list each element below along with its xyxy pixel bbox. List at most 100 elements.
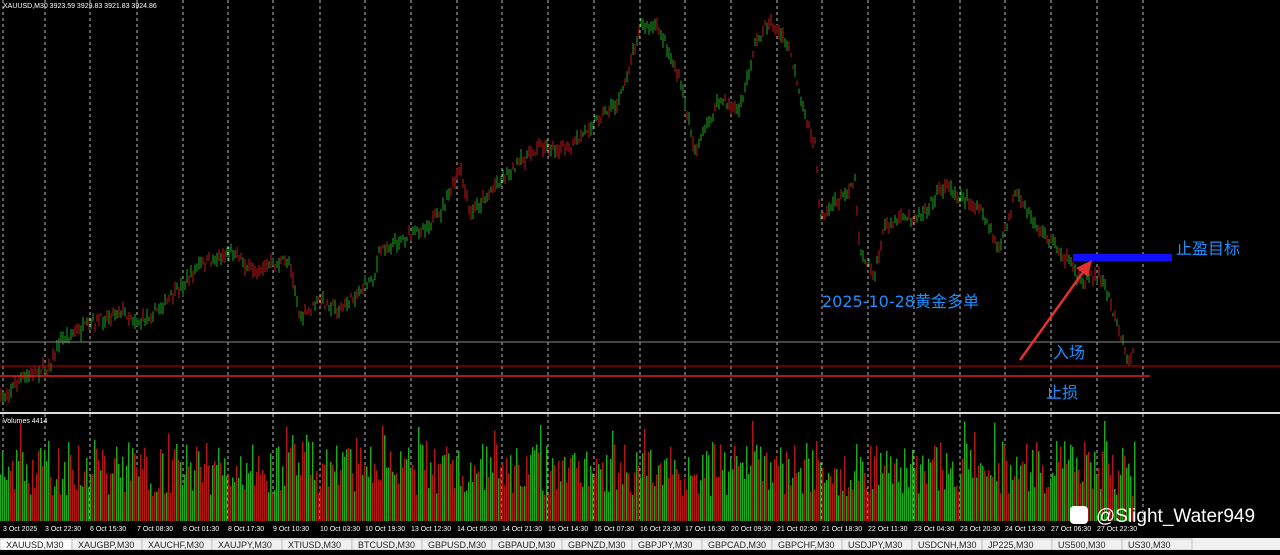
volume-bar — [686, 489, 688, 521]
price-candles — [0, 13, 1134, 404]
volume-bar — [286, 426, 288, 521]
volume-bar — [720, 444, 722, 521]
volume-bar — [326, 449, 328, 521]
volume-bar — [70, 454, 72, 521]
volume-bar — [816, 441, 818, 521]
volume-bar — [434, 448, 436, 521]
volume-bar — [842, 490, 844, 521]
time-label: 14 Oct 05:30 — [457, 526, 497, 533]
volume-bar — [42, 465, 44, 521]
volume-bar — [466, 490, 468, 521]
volume-bar — [150, 483, 152, 521]
volume-bar — [890, 456, 892, 521]
volume-bar — [762, 481, 764, 521]
volume-bar — [268, 492, 270, 521]
volume-bar — [578, 461, 580, 521]
volume-bar — [438, 463, 440, 521]
tab-label[interactable]: XAUCHF,M30 — [148, 540, 204, 550]
time-label: 9 Oct 10:30 — [273, 526, 309, 533]
volume-bar — [538, 452, 540, 521]
volume-bar — [772, 482, 774, 521]
volume-bar — [230, 485, 232, 521]
time-label: 17 Oct 16:30 — [685, 526, 725, 533]
volume-bar — [616, 489, 618, 521]
volume-bar — [918, 493, 920, 521]
tab-label[interactable]: GBPUSD,M30 — [428, 540, 486, 550]
volume-bar — [1090, 462, 1092, 521]
volume-bar — [146, 456, 148, 521]
watermark: @Slight_Water949 — [1096, 506, 1255, 527]
volume-bar — [912, 449, 914, 521]
volume-bar — [814, 489, 816, 521]
volume-bar — [262, 469, 264, 521]
volume-bar — [1008, 493, 1010, 521]
volume-bar — [532, 447, 534, 521]
volume-bar — [966, 443, 968, 521]
volume-bar — [648, 452, 650, 521]
volume-bar — [882, 473, 884, 521]
volume-bar — [24, 480, 26, 521]
tab-label[interactable]: USDJPY,M30 — [848, 540, 902, 550]
volume-bar — [956, 485, 958, 521]
volume-bar — [154, 491, 156, 521]
volume-bar — [534, 450, 536, 521]
trade-title: 2025-10-28黄金多单 — [822, 292, 979, 311]
time-label: 22 Oct 11:30 — [868, 526, 908, 533]
symbol-info: XAUUSD,M30 3923.59 3929.83 3921.83 3924.… — [3, 3, 157, 10]
volume-bar — [790, 485, 792, 521]
volume-bar — [702, 455, 704, 521]
tab-label[interactable]: GBPCAD,M30 — [708, 540, 766, 550]
volume-bar — [658, 465, 660, 521]
tab-label[interactable]: BTCUSD,M30 — [358, 540, 415, 550]
volume-bar — [1056, 441, 1058, 521]
volume-bar — [730, 458, 732, 521]
volume-bar — [878, 484, 880, 521]
volume-bar — [464, 491, 466, 521]
volume-bar — [674, 459, 676, 521]
volume-bar — [520, 485, 522, 521]
volume-bar — [168, 433, 170, 521]
volume-bar — [1068, 459, 1070, 521]
volume-bar — [1132, 495, 1134, 521]
volume-bar — [92, 474, 94, 521]
volume-bar — [902, 492, 904, 521]
volume-bar — [1134, 441, 1136, 521]
tab-label[interactable]: XAUGBP,M30 — [78, 540, 134, 550]
volume-bar — [926, 483, 928, 521]
volume-bar — [968, 469, 970, 521]
volume-bar — [398, 483, 400, 521]
volume-bar — [1082, 481, 1084, 521]
volume-bar — [708, 455, 710, 521]
tab-label[interactable]: GBPAUD,M30 — [498, 540, 555, 550]
volume-bar — [124, 492, 126, 521]
tab-label[interactable]: JP225,M30 — [988, 540, 1034, 550]
tab-label[interactable]: XTIUSD,M30 — [288, 540, 341, 550]
volume-bar — [334, 471, 336, 521]
volume-bar — [440, 463, 442, 521]
tab-label[interactable]: XAUUSD,M30 — [6, 540, 64, 550]
volume-bar — [152, 495, 154, 521]
tab-label[interactable]: GBPJPY,M30 — [638, 540, 692, 550]
volume-bar — [812, 450, 814, 521]
tab-label[interactable]: GBPNZD,M30 — [568, 540, 626, 550]
arrow-shaft — [1018, 267, 1088, 361]
volume-bar — [1062, 468, 1064, 521]
tab-label[interactable]: US500,M30 — [1058, 540, 1106, 550]
volume-bar — [1058, 462, 1060, 521]
volume-bar — [932, 459, 934, 521]
volume-bar — [66, 495, 68, 521]
volume-bar — [792, 477, 794, 521]
volume-bar — [1074, 471, 1076, 521]
tab-label[interactable]: USDCNH,M30 — [918, 540, 977, 550]
tab-label[interactable]: US30,M30 — [1128, 540, 1171, 550]
volume-bar — [1088, 451, 1090, 521]
tab-label[interactable]: XAUJPY,M30 — [218, 540, 272, 550]
volume-bar — [906, 468, 908, 521]
volume-bar — [14, 489, 16, 521]
tab-label[interactable]: GBPCHF,M30 — [778, 540, 835, 550]
volume-bar — [1096, 475, 1098, 521]
volume-bar — [530, 455, 532, 521]
volume-bar — [116, 446, 118, 521]
volume-bar — [210, 494, 212, 521]
volume-bar — [1036, 442, 1038, 521]
